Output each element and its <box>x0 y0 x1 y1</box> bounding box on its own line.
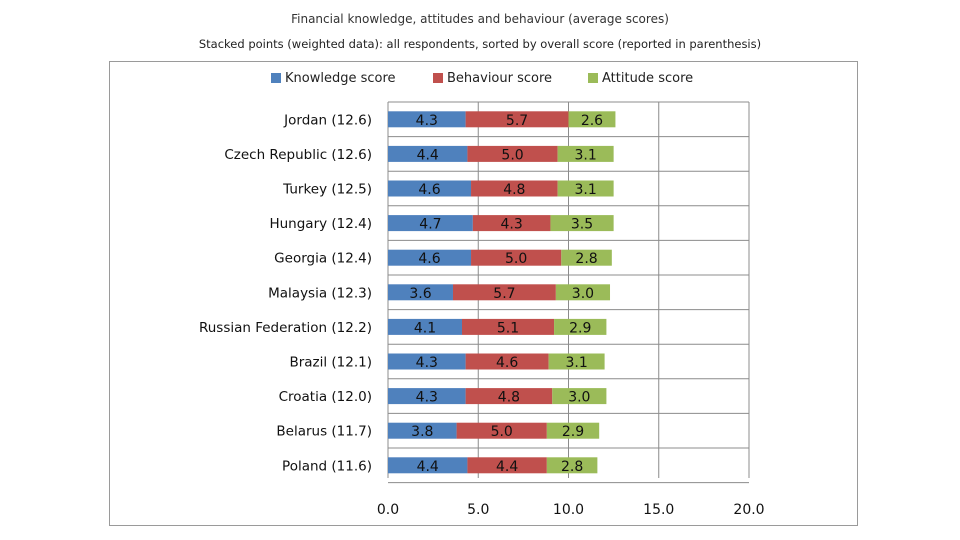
category-label: Turkey (12.5) <box>282 182 372 198</box>
legend-item-knowledge: Knowledge score <box>271 71 396 86</box>
data-label: 3.6 <box>409 286 431 302</box>
bar-segment-0 <box>388 284 453 301</box>
data-label: 4.3 <box>416 390 438 406</box>
category-label: Croatia (12.0) <box>279 389 372 405</box>
bar-segment-1 <box>471 180 558 197</box>
bar-segment-2 <box>548 353 605 370</box>
data-label: 4.3 <box>501 217 523 233</box>
bar-segment-2 <box>546 422 600 439</box>
legend-swatch-knowledge <box>271 72 281 83</box>
data-label: 3.0 <box>568 390 590 406</box>
data-label: 4.4 <box>417 459 439 475</box>
bar-segment-2 <box>568 111 616 128</box>
category-label: Belarus (11.7) <box>276 424 372 440</box>
data-label: 4.7 <box>419 217 441 233</box>
category-label: Georgia (12.4) <box>274 251 372 267</box>
bar-segment-0 <box>388 111 466 128</box>
data-label: 5.0 <box>491 424 513 440</box>
legend-label-knowledge: Knowledge score <box>285 71 396 86</box>
data-label: 4.8 <box>503 182 525 198</box>
data-label: 4.6 <box>418 182 440 198</box>
bar-segment-0 <box>388 318 463 335</box>
legend-swatch-attitude <box>588 72 598 83</box>
data-label: 3.1 <box>575 147 597 163</box>
bar-segment-1 <box>465 111 569 128</box>
category-label: Jordan (12.6) <box>283 112 372 128</box>
category-label: Czech Republic (12.6) <box>224 147 372 163</box>
data-label: 4.6 <box>496 355 518 371</box>
legend-frame <box>109 61 858 108</box>
bar-segment-1 <box>472 215 551 232</box>
data-label: 5.1 <box>497 320 519 336</box>
bar-segment-0 <box>388 145 468 162</box>
bar-segment-2 <box>555 284 611 301</box>
data-label: 4.4 <box>417 147 439 163</box>
chart-title: Financial knowledge, attitudes and behav… <box>291 12 669 26</box>
data-label: 4.4 <box>496 459 518 475</box>
bar-segment-0 <box>388 215 473 232</box>
bar-segment-1 <box>467 145 558 162</box>
bar-segment-1 <box>462 318 555 335</box>
x-tick-label: 0.0 <box>377 502 399 518</box>
bar-segment-0 <box>388 180 472 197</box>
bar-segment-0 <box>388 422 457 439</box>
bar-segment-0 <box>388 353 466 370</box>
data-label: 3.0 <box>572 286 594 302</box>
bar-segment-0 <box>388 388 466 405</box>
data-label: 2.8 <box>575 251 597 267</box>
x-tick-label: 10.0 <box>553 502 584 518</box>
category-label: Russian Federation (12.2) <box>199 320 372 336</box>
bar-segment-2 <box>557 180 614 197</box>
bar-segment-2 <box>557 145 614 162</box>
data-label: 4.6 <box>418 251 440 267</box>
data-label: 5.0 <box>505 251 527 267</box>
bar-segment-2 <box>546 457 598 474</box>
category-label: Malaysia (12.3) <box>268 285 372 301</box>
bar-segment-1 <box>471 249 562 266</box>
legend-label-attitude: Attitude score <box>602 71 694 86</box>
data-label: 4.3 <box>416 355 438 371</box>
data-label: 4.3 <box>416 113 438 129</box>
data-label: 4.1 <box>414 320 436 336</box>
legend-item-attitude: Attitude score <box>588 71 693 86</box>
bar-segment-2 <box>552 388 607 405</box>
data-label: 5.0 <box>501 147 523 163</box>
data-label: 4.8 <box>498 390 520 406</box>
bar-segment-0 <box>388 457 468 474</box>
bar-segment-1 <box>452 284 556 301</box>
data-label: 3.1 <box>575 182 597 198</box>
data-label: 3.5 <box>571 217 593 233</box>
category-label: Poland (11.6) <box>282 458 372 474</box>
category-label: Brazil (12.1) <box>289 355 372 371</box>
data-label: 5.7 <box>506 113 528 129</box>
x-tick-label: 5.0 <box>467 502 489 518</box>
bar-segment-1 <box>465 353 549 370</box>
plot-frame <box>109 108 858 526</box>
bar-segment-0 <box>388 249 472 266</box>
category-label: Hungary (12.4) <box>269 216 372 232</box>
bar-segment-2 <box>550 215 614 232</box>
bar-segment-1 <box>465 388 553 405</box>
bar-segment-2 <box>554 318 607 335</box>
data-label: 2.6 <box>581 113 603 129</box>
legend-label-behaviour: Behaviour score <box>447 71 553 86</box>
data-label: 2.9 <box>569 320 591 336</box>
x-tick-label: 20.0 <box>733 502 764 518</box>
legend-item-behaviour: Behaviour score <box>433 71 552 86</box>
chart-subtitle: Stacked points (weighted data): all resp… <box>198 37 762 51</box>
data-label: 2.8 <box>561 459 583 475</box>
data-label: 3.1 <box>565 355 587 371</box>
data-label: 5.7 <box>493 286 515 302</box>
legend-swatch-behaviour <box>433 72 443 83</box>
data-label: 3.8 <box>411 424 433 440</box>
bar-segment-1 <box>456 422 547 439</box>
bar-segment-2 <box>561 249 612 266</box>
bar-segment-1 <box>467 457 547 474</box>
data-label: 2.9 <box>562 424 584 440</box>
x-tick-label: 15.0 <box>643 502 674 518</box>
